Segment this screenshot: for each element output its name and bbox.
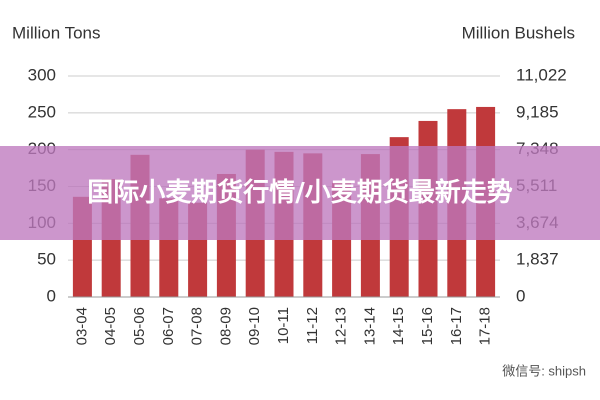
y-tick-label: 250 [28,102,56,121]
y2-tick-label: 9,185 [516,102,559,121]
x-tick-label: 14-15 [390,307,407,345]
x-tick-label: 12-13 [333,307,350,345]
x-tick-label: 08-09 [217,307,234,345]
y-tick-label: 0 [47,286,56,305]
x-tick-label: 06-07 [160,307,177,345]
y2-tick-label: 0 [516,286,525,305]
y2-tick-label: 1,837 [516,250,559,269]
y-tick-label: 300 [28,65,56,84]
x-tick-label: 09-10 [246,307,263,345]
x-tick-label: 17-18 [477,307,494,345]
x-tick-label: 16-17 [448,307,465,345]
x-tick-label: 04-05 [102,307,119,345]
y-axis-title: Million Tons [12,23,101,42]
x-tick-label: 10-11 [275,307,292,344]
y2-tick-label: 11,022 [516,65,567,84]
y-tick-label: 50 [37,250,56,269]
x-tick-label: 11-12 [304,307,321,344]
x-tick-label: 05-06 [131,307,148,345]
y2-axis-title: Million Bushels [462,23,575,42]
x-tick-label: 15-16 [419,307,436,345]
x-tick-label: 03-04 [73,307,90,345]
banner: 国际小麦期货行情/小麦期货最新走势 [0,146,600,240]
x-tick-label: 07-08 [189,307,206,345]
x-tick-label: 13-14 [361,307,378,345]
watermark: 微信号: shipsh [502,363,586,378]
